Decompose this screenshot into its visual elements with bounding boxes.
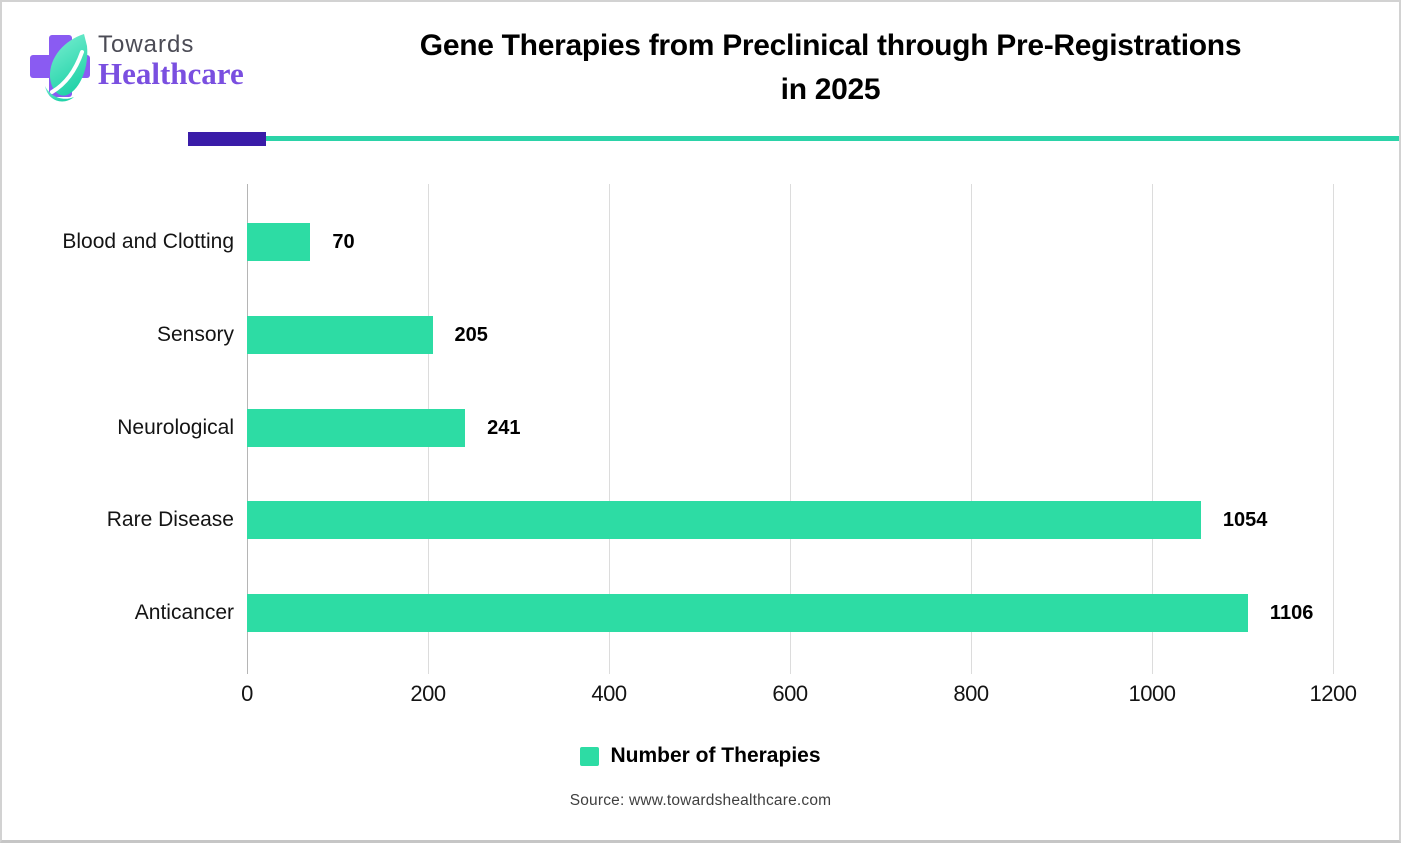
gridline-x-600	[789, 184, 791, 674]
gridline-x-800	[970, 184, 972, 674]
category-label-blood-and-clotting: Blood and Clotting	[62, 230, 234, 253]
source-attribution: Source: www.towardshealthcare.com	[569, 792, 832, 809]
header-rule-line	[266, 136, 1399, 141]
logo-towards-text: Towards	[98, 31, 195, 58]
category-label-anticancer: Anticancer	[134, 601, 234, 624]
bar-sensory	[247, 315, 433, 354]
chart-title-line1: Gene Therapies from Preclinical through …	[419, 29, 1242, 62]
x-tick-label-0: 0	[241, 681, 253, 706]
chart-title: Gene Therapies from Preclinical through …	[270, 24, 1391, 112]
x-tick-label-1000: 1000	[1128, 681, 1176, 706]
gridline-x-1200	[1332, 184, 1334, 674]
gridline-x-1000	[1151, 184, 1153, 674]
header-rule-accent	[188, 132, 266, 146]
bar-chart: 0 200 400 600 800 1000 1200 Blood and Clotting 7…	[2, 182, 1399, 722]
logo-wordmark: Towards Healthcare	[98, 32, 244, 91]
leaf-icon	[45, 34, 88, 102]
category-label-sensory: Sensory	[156, 322, 234, 346]
x-tick-label-600: 600	[772, 681, 808, 706]
x-tick-label-1200: 1200	[1309, 681, 1357, 706]
bar-blood-and-clotting	[247, 223, 311, 261]
value-label-blood-and-clotting: 70	[332, 231, 355, 253]
bar-rare-disease	[247, 501, 1201, 540]
value-label-rare-disease: 1054	[1222, 509, 1268, 532]
x-tick-label-400: 400	[591, 681, 627, 706]
logo-healthcare-text: Healthcare	[98, 56, 244, 91]
category-label-rare-disease: Rare Disease	[106, 508, 234, 532]
chart-title-line2: in 2025	[780, 73, 881, 106]
value-label-neurological: 241	[487, 416, 521, 439]
x-tick-label-200: 200	[410, 681, 446, 706]
chart-legend: Number of Therapies	[2, 744, 1399, 768]
category-label-neurological: Neurological	[117, 415, 234, 439]
value-label-sensory: 205	[454, 323, 488, 346]
towards-healthcare-logo: Towards Healthcare	[30, 30, 280, 108]
bar-anticancer	[247, 594, 1248, 632]
legend-swatch-icon	[580, 746, 600, 766]
value-label-anticancer: 1106	[1269, 602, 1314, 624]
legend-label: Number of Therapies	[610, 744, 821, 767]
bar-neurological	[247, 408, 466, 447]
x-tick-label-800: 800	[953, 681, 989, 706]
gridline-x-400	[608, 184, 610, 674]
